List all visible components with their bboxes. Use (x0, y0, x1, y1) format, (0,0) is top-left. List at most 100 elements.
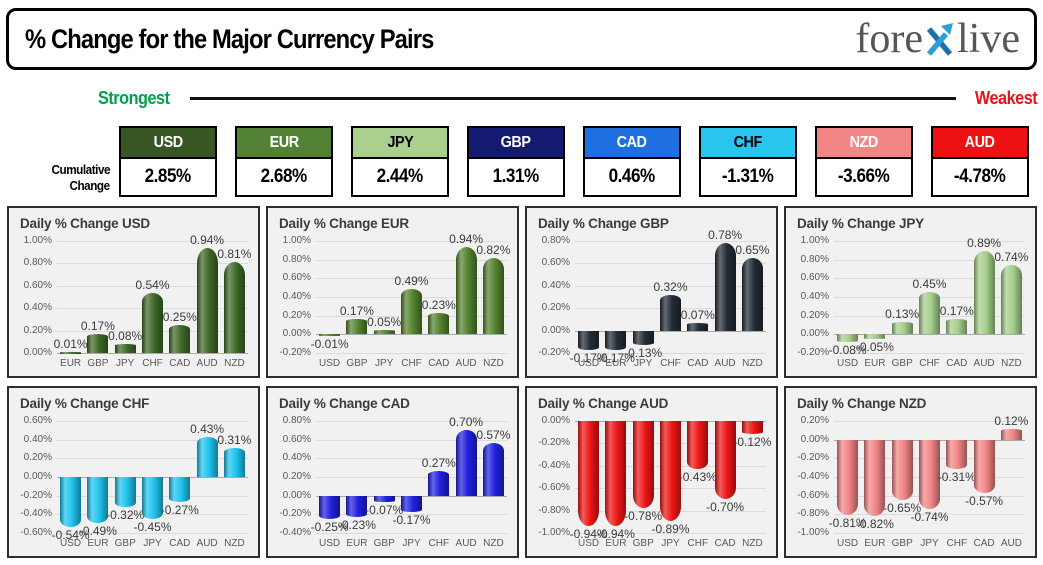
gridline (316, 259, 507, 261)
data-label: 0.43% (190, 421, 225, 436)
gridline (834, 421, 1025, 422)
data-label: -0.94% (569, 527, 608, 542)
bar-USD-vs-NZD (223, 262, 245, 353)
data-label: 0.17% (939, 303, 974, 318)
x-category-label: GBP (346, 358, 368, 369)
data-label: -0.78% (624, 509, 663, 524)
cumulative-value-label: -3.66% (838, 166, 890, 187)
cumulative-value-label: -4.78% (954, 166, 1006, 187)
x-category-label: GBP (114, 538, 136, 549)
y-tick-label: 0.20% (282, 309, 311, 321)
x-category-label: USD (837, 538, 859, 549)
strongest-label: Strongest (98, 87, 170, 108)
x-category-label: NZD (742, 538, 763, 549)
y-tick-label: -0.20% (797, 452, 829, 464)
gridline (834, 259, 1025, 261)
bar-CHF-vs-JPY (142, 477, 163, 519)
bar-NZD-vs-EUR (864, 439, 886, 517)
y-tick-label: 0.20% (23, 452, 52, 464)
data-label: -0.54% (51, 528, 90, 543)
bar-USD-vs-GBP (87, 334, 109, 353)
x-category-label: GBP (891, 538, 913, 549)
data-label: -0.17% (392, 512, 431, 527)
gridline (316, 278, 507, 280)
data-label: 0.05% (367, 314, 402, 329)
y-tick-label: 0.60% (23, 279, 52, 291)
data-label: 0.82% (476, 242, 511, 257)
gridline (316, 533, 507, 534)
chart-title: Daily % Change USD (20, 216, 150, 231)
gridline (316, 421, 507, 422)
chart-panel-USD: Daily % Change USD 0.00% 0.20% 0.40% 0.60% 0.… (7, 206, 260, 378)
currency-code-USD: USD (119, 126, 217, 159)
y-tick-label: 1.00% (282, 235, 311, 246)
x-category-label: CHF (142, 358, 163, 369)
data-label: -0.32% (106, 507, 145, 522)
cumulative-row: Cumulative Change USD 2.85% EUR 2.68% JPY 2.4… (6, 126, 1037, 197)
currency-code-NZD: NZD (815, 126, 913, 159)
y-tick-label: 0.80% (282, 415, 311, 426)
y-tick-label: 0.60% (282, 433, 311, 445)
bar-CHF-vs-AUD (196, 436, 218, 477)
y-tick-label: 0.00% (23, 347, 52, 358)
page-title: % Change for the Major Currency Pairs (25, 23, 434, 54)
x-category-label: USD (578, 358, 600, 369)
data-label: 0.23% (421, 297, 456, 312)
currency-code-label: GBP (501, 133, 531, 151)
bar-JPY-vs-NZD (1000, 265, 1022, 335)
y-tick-label: 0.80% (800, 253, 829, 265)
data-label: 0.74% (994, 250, 1029, 265)
y-tick-label: 0.80% (282, 253, 311, 265)
data-label: 0.07% (680, 307, 715, 322)
gridline (316, 241, 507, 242)
gridline (575, 263, 766, 265)
cumulative-value-label: 1.31% (492, 166, 540, 187)
bar-USD-vs-CAD (169, 325, 191, 353)
gridline (57, 439, 248, 441)
x-category-label: JPY (143, 538, 162, 549)
cumulative-value-label: 0.46% (608, 166, 656, 187)
y-tick-label: 0.40% (800, 291, 829, 302)
bar-EUR-vs-JPY (373, 329, 395, 335)
x-category-label: USD (319, 358, 341, 369)
data-label: -0.17% (596, 350, 635, 365)
cumulative-change-label: Cumulative Change (6, 126, 110, 197)
bar-GBP-vs-CAD (687, 322, 709, 331)
x-category-label: AUD (1000, 538, 1022, 549)
chart-panel-AUD: Daily % Change AUD -1.00% -0.80% -0.60% -0.4… (525, 386, 778, 558)
bar-USD-vs-CHF (142, 292, 163, 353)
cumulative-label-line1: Cumulative (51, 162, 110, 177)
data-label: 0.25% (162, 310, 197, 324)
x-category-label: NZD (224, 358, 245, 369)
y-tick-label: 0.60% (800, 272, 829, 284)
x-category-label: JPY (634, 358, 653, 369)
currency-code-CHF: CHF (699, 126, 797, 159)
cumulative-value-label: -1.31% (722, 166, 774, 187)
y-tick-label: 0.40% (541, 279, 570, 291)
bar-GBP-vs-JPY (632, 330, 654, 346)
currency-card-CHF: CHF -1.31% (699, 126, 797, 197)
data-label: -0.13% (624, 346, 663, 361)
data-label: 0.70% (449, 415, 484, 430)
bar-GBP-vs-CHF (660, 294, 681, 331)
bar-AUD-vs-EUR (605, 421, 627, 527)
y-tick-label: -0.40% (797, 471, 829, 482)
gridline (57, 285, 248, 287)
x-category-label: CHF (946, 538, 968, 549)
currency-code-label: USD (153, 133, 183, 151)
x-category-label: AUD (455, 358, 477, 369)
data-label: -0.65% (883, 501, 922, 516)
data-label: 0.57% (476, 427, 511, 442)
cumulative-value-label: 2.44% (376, 166, 424, 187)
bar-EUR-vs-CHF (401, 288, 422, 335)
bar-CHF-vs-EUR (87, 477, 109, 523)
cumulative-value-GBP: 1.31% (467, 159, 565, 197)
y-tick-label: -0.40% (279, 527, 311, 538)
y-tick-label: 0.40% (23, 433, 52, 445)
data-label: -0.23% (337, 518, 376, 533)
bar-GBP-vs-AUD (714, 243, 736, 331)
y-tick-label: 0.20% (541, 302, 570, 314)
y-tick-label: -0.80% (797, 508, 829, 520)
weakest-label: Weakest (974, 87, 1038, 108)
gridline (57, 458, 248, 460)
